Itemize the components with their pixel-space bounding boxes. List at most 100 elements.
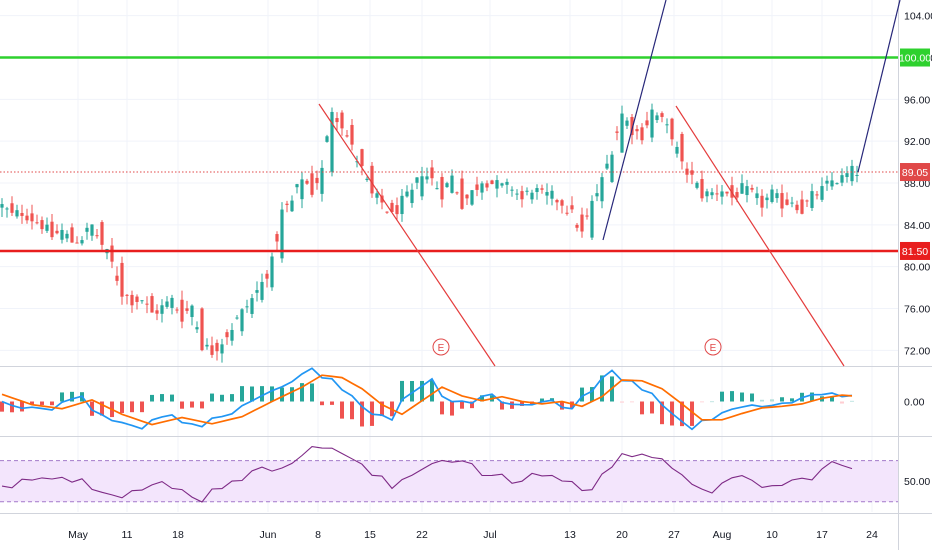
candle-body bbox=[735, 192, 739, 198]
candle-body bbox=[590, 200, 594, 238]
candle-body bbox=[850, 165, 854, 182]
candle-body bbox=[275, 234, 279, 242]
price-badge-2: 81.50 bbox=[900, 241, 930, 260]
macd-histogram-bar bbox=[100, 401, 104, 416]
trend-line-1 bbox=[675, 105, 845, 367]
candle-body bbox=[400, 195, 404, 215]
price-tick-label: 80.00 bbox=[904, 262, 930, 274]
time-tick-label: 24 bbox=[866, 529, 878, 541]
candle-body bbox=[190, 305, 194, 318]
macd-histogram-bar bbox=[740, 392, 744, 402]
candle-body bbox=[125, 294, 129, 296]
candle-body bbox=[500, 183, 504, 186]
time-tick-label: 18 bbox=[172, 529, 184, 541]
candle-body bbox=[660, 113, 664, 117]
candles bbox=[0, 103, 859, 363]
price-tick-label: 96.00 bbox=[904, 94, 930, 106]
candle-body bbox=[300, 179, 304, 200]
macd-histogram-bar bbox=[270, 386, 274, 402]
grid-lines bbox=[0, 0, 898, 512]
candle-body bbox=[575, 224, 579, 228]
macd-histogram-bar bbox=[750, 393, 754, 402]
candle-body bbox=[705, 191, 709, 197]
time-tick-label: 17 bbox=[816, 529, 828, 541]
macd-histogram-bar bbox=[10, 401, 14, 413]
candle-body bbox=[180, 299, 184, 322]
candle-body bbox=[355, 161, 359, 163]
candle-body bbox=[350, 124, 354, 145]
candle-body bbox=[635, 129, 639, 132]
candle-body bbox=[15, 210, 19, 217]
macd-histogram-bar bbox=[560, 401, 564, 410]
macd-histogram-bar bbox=[640, 401, 644, 415]
macd-histogram-bar bbox=[240, 386, 244, 402]
candle-body bbox=[485, 183, 489, 188]
candle-body bbox=[525, 190, 529, 192]
macd-histogram-bar bbox=[790, 398, 794, 402]
price-tick-label: 76.00 bbox=[904, 303, 930, 315]
macd-histogram-bar bbox=[410, 380, 414, 402]
candle-body bbox=[120, 262, 124, 297]
macd-histogram-bar bbox=[320, 401, 324, 406]
candle-body bbox=[215, 342, 219, 352]
price-tick-label: 92.00 bbox=[904, 136, 930, 148]
time-tick-label: 11 bbox=[122, 529, 133, 541]
macd-histogram-bar bbox=[60, 392, 64, 402]
candle-body bbox=[365, 178, 369, 180]
time-tick-label: Jul bbox=[483, 529, 496, 541]
candle-body bbox=[260, 281, 264, 300]
candle-body bbox=[25, 215, 29, 221]
candle-body bbox=[725, 191, 729, 194]
candle-body bbox=[640, 127, 644, 141]
candle-body bbox=[100, 222, 104, 245]
macd-histogram-bar bbox=[470, 401, 474, 409]
candle-body bbox=[70, 227, 74, 243]
candle-body bbox=[845, 173, 849, 178]
candle-body bbox=[150, 296, 154, 313]
macd-histogram-bar bbox=[840, 401, 844, 404]
candle-body bbox=[170, 297, 174, 308]
price-tick-label: 84.00 bbox=[904, 220, 930, 232]
macd-histogram-bar bbox=[590, 387, 594, 402]
candle-body bbox=[370, 165, 374, 194]
candle-body bbox=[325, 136, 329, 142]
candle-body bbox=[95, 235, 99, 237]
candle-body bbox=[135, 296, 139, 302]
macd-histogram-bar bbox=[500, 401, 504, 410]
candle-body bbox=[775, 193, 779, 199]
candle-body bbox=[75, 242, 79, 244]
candle-body bbox=[600, 177, 604, 202]
candle-body bbox=[835, 183, 839, 185]
candle-body bbox=[55, 230, 59, 234]
candle-body bbox=[225, 332, 229, 338]
candle-body bbox=[85, 227, 89, 232]
macd-histogram-bar bbox=[520, 401, 524, 406]
candle-body bbox=[250, 298, 254, 314]
candle-body bbox=[415, 177, 419, 183]
time-tick-label: 10 bbox=[766, 529, 778, 541]
candle-body bbox=[695, 182, 699, 188]
candle-body bbox=[795, 204, 799, 211]
candle-body bbox=[540, 188, 544, 190]
macd-histogram-bar bbox=[510, 401, 514, 409]
trend-line-3 bbox=[857, 0, 901, 173]
candle-body bbox=[140, 300, 144, 302]
candle-body bbox=[315, 177, 319, 184]
candle-body bbox=[220, 344, 224, 354]
candle-body bbox=[265, 273, 269, 279]
time-tick-label: May bbox=[68, 529, 89, 541]
macd-histogram-bar bbox=[420, 380, 424, 402]
candle-body bbox=[195, 327, 199, 330]
macd-histogram-bar bbox=[660, 401, 664, 425]
candle-body bbox=[570, 205, 574, 210]
candle-body bbox=[455, 192, 459, 194]
candle-body bbox=[430, 167, 434, 179]
candle-body bbox=[320, 167, 324, 194]
candle-body bbox=[820, 186, 824, 200]
candle-body bbox=[655, 115, 659, 121]
candle-body bbox=[825, 180, 829, 184]
price-badge-text: 89.05 bbox=[902, 167, 928, 179]
candle-body bbox=[420, 176, 424, 197]
